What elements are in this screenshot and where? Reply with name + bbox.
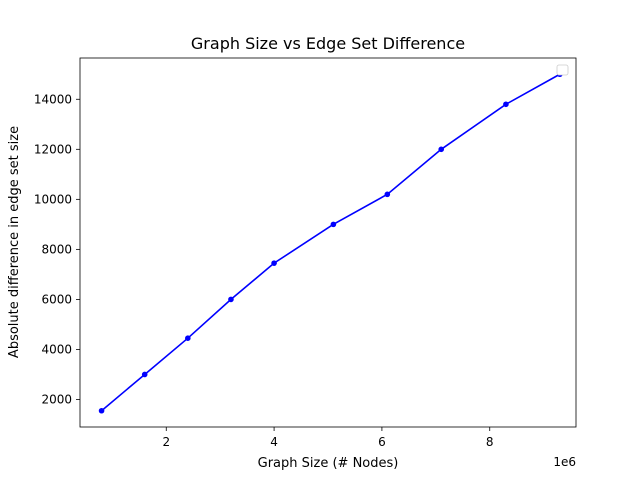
y-tick-label: 14000	[34, 92, 72, 106]
data-point	[438, 146, 445, 153]
y-tick-label: 12000	[34, 142, 72, 156]
data-point	[228, 296, 234, 303]
chart-title: Graph Size vs Edge Set Difference	[191, 34, 465, 53]
plot-area: 2 4 6 8 2000 4000 6000 8000 10000 12000 14000	[34, 57, 577, 449]
y-axis-label: Absolute difference in edge set size	[7, 126, 22, 358]
y-tick-label: 10000	[34, 192, 72, 206]
series-line	[101, 73, 561, 412]
legend-box	[556, 64, 569, 76]
x-tick-label: 8	[486, 435, 494, 449]
data-point	[384, 191, 391, 198]
x-tick-label: 4	[270, 435, 278, 449]
axes-frame	[79, 57, 577, 428]
x-tick-label: 2	[162, 435, 170, 449]
data-point	[271, 260, 277, 266]
data-point	[330, 221, 337, 228]
y-tick-label: 8000	[41, 242, 72, 256]
data-point	[185, 335, 191, 341]
y-tick-label: 2000	[41, 392, 72, 406]
data-point	[141, 371, 148, 378]
data-point	[503, 101, 509, 108]
y-tick-label: 6000	[41, 292, 72, 306]
x-axis-offset-label: 1e6	[553, 455, 576, 469]
data-point	[98, 407, 105, 414]
x-axis-label: Graph Size (# Nodes)	[258, 456, 399, 471]
y-tick-label: 4000	[41, 342, 72, 356]
x-tick-label: 6	[378, 435, 386, 449]
